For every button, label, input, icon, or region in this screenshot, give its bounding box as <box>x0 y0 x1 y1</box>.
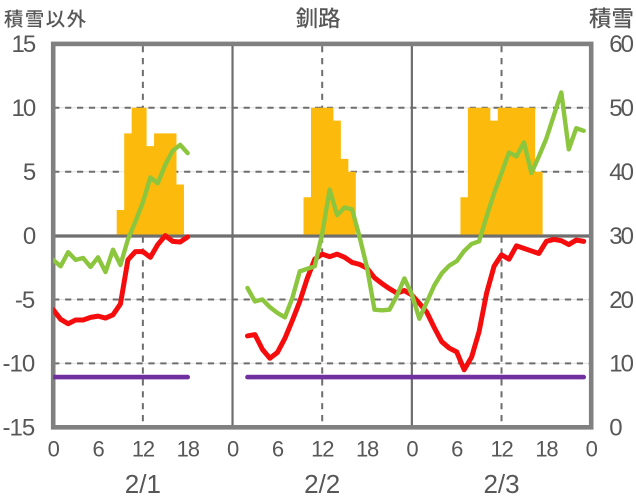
svg-text:2/2: 2/2 <box>304 469 340 499</box>
svg-text:-10: -10 <box>3 351 35 378</box>
svg-text:30: 30 <box>609 223 633 250</box>
svg-text:6: 6 <box>451 436 463 461</box>
svg-text:5: 5 <box>23 159 36 186</box>
svg-text:18: 18 <box>356 436 379 461</box>
svg-text:40: 40 <box>609 159 633 186</box>
svg-text:12: 12 <box>311 436 334 461</box>
svg-text:12: 12 <box>490 436 513 461</box>
svg-text:10: 10 <box>11 95 35 122</box>
svg-text:2/1: 2/1 <box>125 469 161 499</box>
svg-text:0: 0 <box>609 415 622 442</box>
svg-text:20: 20 <box>609 287 633 314</box>
svg-text:18: 18 <box>535 436 558 461</box>
svg-text:15: 15 <box>11 31 35 58</box>
svg-text:-15: -15 <box>3 415 35 442</box>
svg-text:50: 50 <box>609 95 633 122</box>
svg-text:0: 0 <box>227 436 239 461</box>
svg-text:0: 0 <box>48 436 60 461</box>
svg-text:6: 6 <box>272 436 284 461</box>
svg-text:0: 0 <box>586 436 598 461</box>
svg-text:6: 6 <box>93 436 105 461</box>
svg-text:18: 18 <box>177 436 200 461</box>
svg-text:0: 0 <box>406 436 418 461</box>
svg-text:-5: -5 <box>15 287 35 314</box>
svg-text:12: 12 <box>132 436 155 461</box>
svg-text:2/3: 2/3 <box>483 469 519 499</box>
svg-text:10: 10 <box>609 351 633 378</box>
svg-text:0: 0 <box>23 223 36 250</box>
svg-text:60: 60 <box>609 31 633 58</box>
